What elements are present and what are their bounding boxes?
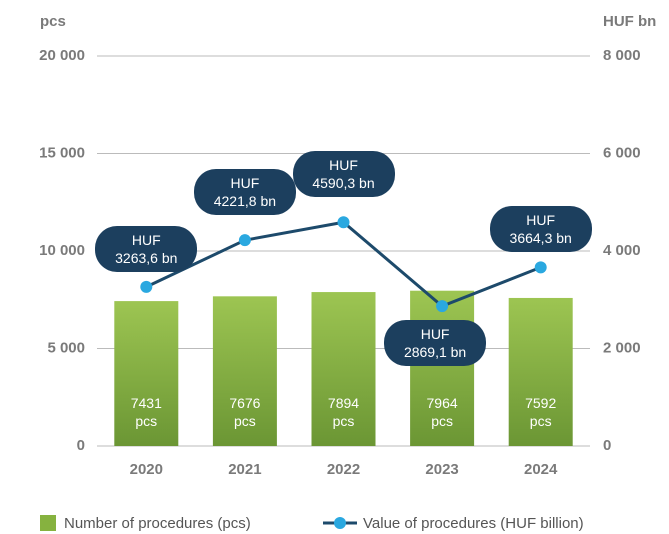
x-tick-label: 2024 xyxy=(524,461,558,478)
y2-tick-label: 2 000 xyxy=(603,339,641,356)
bar-value-label: 7676 pcs xyxy=(229,395,261,429)
line-value-label: HUF 4590,3 bn xyxy=(292,151,395,198)
marker xyxy=(436,300,449,313)
bar xyxy=(114,301,179,446)
x-tick-label: 2020 xyxy=(130,461,163,478)
legend-label: Number of procedures (pcs) xyxy=(64,514,251,532)
marker xyxy=(140,280,153,293)
bar-value-label: 7894 pcs xyxy=(327,395,360,429)
y2-tick-label: 4 000 xyxy=(603,242,641,259)
x-tick-label: 2022 xyxy=(327,461,360,478)
marker xyxy=(238,234,251,247)
bar-value-label: 7431 pcs xyxy=(130,395,162,429)
marker xyxy=(337,216,350,229)
y-tick-label: 0 xyxy=(77,437,85,454)
bar xyxy=(410,290,475,446)
legend-label: Value of procedures (HUF billion) xyxy=(363,514,584,532)
line-value-label: HUF 3263,6 bn xyxy=(95,225,198,272)
bar xyxy=(311,292,376,446)
y2-axis-label: HUF bn xyxy=(603,13,656,30)
y2-tick-label: 0 xyxy=(603,437,611,454)
legend-swatch xyxy=(323,517,357,529)
y2-tick-label: 6 000 xyxy=(603,144,641,161)
legend-swatch xyxy=(40,515,56,531)
x-tick-label: 2023 xyxy=(425,461,458,478)
y-tick-label: 15 000 xyxy=(39,144,85,161)
y-axis-label: pcs xyxy=(40,13,66,30)
y-tick-label: 5 000 xyxy=(47,339,85,356)
bar xyxy=(508,297,573,446)
legend-line: Value of procedures (HUF billion) xyxy=(323,512,584,534)
line-value-label: HUF 4221,8 bn xyxy=(193,169,296,216)
line-value-label: HUF 2869,1 bn xyxy=(384,320,487,367)
y2-tick-label: 8 000 xyxy=(603,47,641,64)
legend-bar: Number of procedures (pcs) xyxy=(40,512,251,534)
marker xyxy=(534,261,547,274)
bar-value-label: 7592 pcs xyxy=(525,395,557,429)
x-tick-label: 2021 xyxy=(228,461,261,478)
y-tick-label: 20 000 xyxy=(39,47,85,64)
y-tick-label: 10 000 xyxy=(39,242,85,259)
line-value-label: HUF 3664,3 bn xyxy=(489,206,592,253)
bar-value-label: 7964 pcs xyxy=(426,395,458,429)
bar xyxy=(212,296,277,446)
